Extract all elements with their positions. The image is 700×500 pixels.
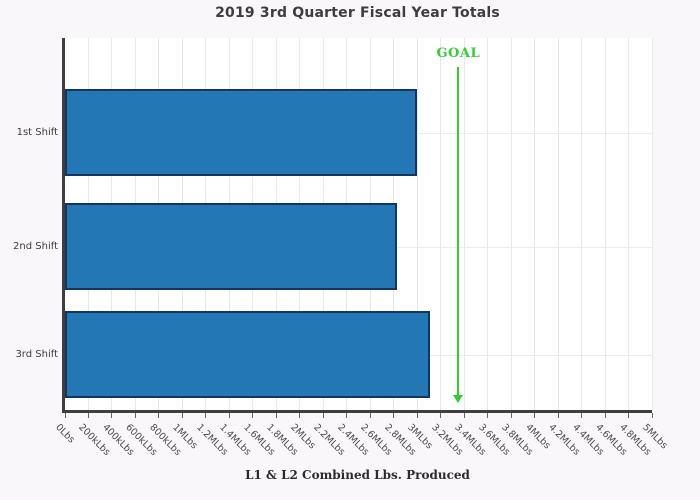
x-tick: [463, 413, 465, 418]
x-tick: [510, 413, 512, 418]
x-tick: [651, 413, 653, 418]
x-tick: [252, 413, 254, 418]
x-tick: [205, 413, 207, 418]
x-tick: [581, 413, 583, 418]
vertical-gridline: [557, 38, 559, 410]
y-axis-label: 3rd Shift: [15, 348, 58, 360]
x-tick: [322, 413, 324, 418]
vertical-gridline: [440, 38, 442, 410]
goal-label: GOAL: [436, 46, 481, 61]
vertical-gridline: [416, 38, 418, 410]
vertical-gridline: [581, 38, 583, 410]
x-tick: [64, 413, 66, 418]
x-tick: [134, 413, 136, 418]
x-tick: [369, 413, 371, 418]
vertical-gridline: [651, 38, 653, 410]
vertical-gridline: [534, 38, 536, 410]
vertical-gridline: [510, 38, 512, 410]
bar-2nd-shift: [65, 203, 398, 290]
vertical-gridline: [628, 38, 630, 410]
x-tick: [275, 413, 277, 418]
x-tick: [181, 413, 183, 418]
x-tick: [557, 413, 559, 418]
x-tick: [299, 413, 301, 418]
x-tick: [534, 413, 536, 418]
x-tick: [440, 413, 442, 418]
goal-arrow-head: [453, 395, 464, 403]
y-axis-label: 2nd Shift: [13, 240, 58, 252]
x-tick-label: 0Lbs: [53, 422, 77, 446]
x-tick: [628, 413, 630, 418]
bar-3rd-shift: [65, 311, 431, 398]
x-tick: [158, 413, 160, 418]
vertical-gridline: [463, 38, 465, 410]
chart-title: 2019 3rd Quarter Fiscal Year Totals: [215, 5, 500, 21]
x-tick: [228, 413, 230, 418]
y-axis-label: 1st Shift: [16, 126, 58, 138]
x-tick: [346, 413, 348, 418]
plot-area: [62, 38, 653, 413]
x-axis-label: L1 & L2 Combined Lbs. Produced: [245, 468, 470, 482]
vertical-gridline: [487, 38, 489, 410]
x-tick: [604, 413, 606, 418]
vertical-gridline: [604, 38, 606, 410]
x-tick: [87, 413, 89, 418]
goal-arrow-line: [457, 67, 460, 395]
bar-1st-shift: [65, 89, 418, 176]
x-tick: [487, 413, 489, 418]
x-tick: [111, 413, 113, 418]
x-tick: [416, 413, 418, 418]
x-tick: [393, 413, 395, 418]
